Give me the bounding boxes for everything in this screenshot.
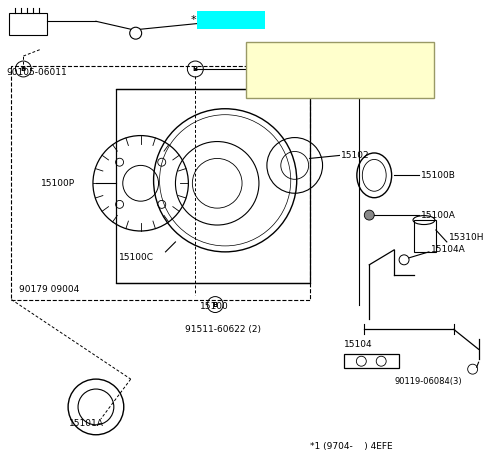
Text: 15100A: 15100A	[421, 211, 456, 219]
Text: 15100R: 15100R	[253, 48, 297, 58]
Text: *: *	[190, 15, 196, 25]
Text: B: B	[192, 66, 198, 72]
Text: *1 (9704-    ) 4EFE: *1 (9704- ) 4EFE	[310, 442, 392, 451]
FancyBboxPatch shape	[246, 42, 434, 98]
Text: 90105-06011: 90105-06011	[6, 68, 67, 77]
Text: 15101A: 15101A	[69, 420, 104, 428]
Text: B: B	[20, 66, 26, 72]
Text: 15310H: 15310H	[449, 233, 484, 242]
Bar	[12, 66, 310, 300]
Text: B: B	[212, 301, 218, 307]
Text: 15104: 15104	[344, 340, 373, 349]
Text: 90179 09004: 90179 09004	[20, 285, 80, 294]
Text: 15102: 15102	[342, 151, 370, 160]
Bar	[344, 354, 399, 368]
Text: 91511-60622 (2): 91511-60622 (2)	[186, 325, 262, 334]
Bar	[10, 13, 47, 35]
Text: 15100B: 15100B	[421, 171, 456, 180]
Bar	[414, 220, 436, 252]
Text: 15100C: 15100C	[119, 254, 154, 262]
Text: SENSOR, POSICION CIGUENAL: SENSOR, POSICION CIGUENAL	[253, 66, 416, 76]
Text: 9184: 9184	[250, 66, 273, 76]
Text: 1 15100R: 1 15100R	[200, 15, 254, 25]
Text: 15100P: 15100P	[42, 179, 76, 188]
Circle shape	[364, 210, 374, 220]
Bar	[116, 89, 310, 283]
Text: 90119-06084(3): 90119-06084(3)	[394, 377, 462, 385]
Text: 15100: 15100	[200, 302, 229, 311]
Text: 15104A: 15104A	[431, 245, 466, 254]
FancyBboxPatch shape	[198, 12, 265, 29]
